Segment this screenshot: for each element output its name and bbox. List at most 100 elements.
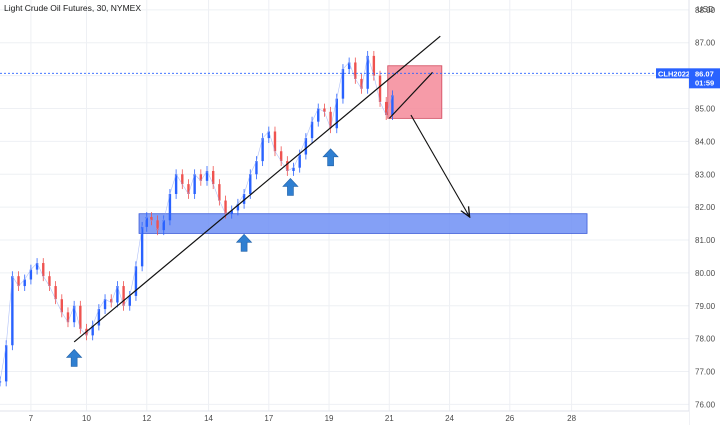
price-bar (116, 286, 119, 303)
price-bar (72, 305, 76, 323)
price-bar (145, 217, 148, 227)
bar-countdown: 01:59 (695, 78, 714, 87)
price-bar (168, 193, 172, 221)
trendline-inner[interactable] (388, 71, 433, 119)
up-arrow-icon[interactable] (65, 348, 83, 367)
time-axis[interactable]: 7 10 12 14 17 19 21 24 26 28 (0, 410, 689, 425)
price-bar (360, 78, 363, 89)
price-tick-label: 79.00 (695, 302, 716, 311)
annotation-drawings (65, 35, 470, 367)
up-arrow-icon[interactable] (322, 148, 339, 167)
price-bar (236, 203, 240, 211)
price-bar (42, 263, 45, 277)
price-bar (4, 345, 8, 382)
price-axis[interactable]: 76.00 77.00 78.00 79.00 80.00 81.00 82.00 83.00… (688, 0, 720, 425)
price-bar (310, 121, 314, 139)
price-bar (304, 138, 308, 155)
price-bar (279, 151, 283, 162)
price-bar (323, 108, 326, 112)
price-bar (317, 108, 320, 122)
price-bar (255, 161, 258, 175)
price-bar (0, 381, 2, 383)
price-tick-label: 85.00 (695, 105, 716, 114)
price-bar (372, 55, 376, 76)
symbol-badge: CLH2022 (658, 69, 690, 78)
price-bar (29, 269, 33, 280)
price-tick-label: 78.00 (695, 335, 716, 344)
price-bar (341, 69, 345, 99)
projection-arrow[interactable] (410, 114, 470, 217)
price-bar (249, 174, 252, 194)
price-tick-label: 84.00 (695, 137, 716, 146)
price-bar (91, 325, 94, 336)
time-axis-bg (0, 411, 689, 425)
price-bar (11, 276, 14, 346)
price-bar (174, 174, 178, 194)
price-bar (122, 286, 125, 306)
symbol-badge-bg (656, 68, 689, 79)
time-tick-label: 14 (204, 414, 213, 423)
time-tick-label: 7 (29, 414, 34, 423)
time-tick-label: 24 (445, 414, 454, 423)
price-tick-label: 80.00 (695, 269, 716, 278)
price-bar (97, 309, 101, 326)
price-bar (385, 101, 388, 116)
price-tick-label: 81.00 (695, 236, 716, 245)
time-tick-label: 12 (142, 414, 151, 423)
currency-label: USD (697, 5, 714, 14)
price-bar (35, 263, 39, 270)
chart-title: Light Crude Oil Futures, 30, NYMEX (4, 3, 141, 13)
time-tick-label: 21 (385, 414, 394, 423)
price-bar (230, 210, 233, 214)
price-bar (181, 174, 184, 185)
price-tick-label: 83.00 (695, 170, 716, 179)
price-bar (199, 174, 203, 181)
price-bar (187, 184, 190, 194)
price-bar (110, 299, 113, 303)
price-bar (140, 226, 144, 267)
price-bar (134, 266, 138, 296)
price-bar (273, 131, 277, 152)
price-bar (205, 170, 209, 181)
price-bar (261, 138, 264, 162)
up-arrow-icon[interactable] (235, 233, 253, 252)
price-bar (347, 62, 351, 70)
price-bar (335, 98, 338, 129)
price-bar (224, 200, 227, 214)
price-bar (156, 220, 159, 231)
price-bar (267, 131, 271, 139)
price-bar (48, 276, 51, 287)
current-price-badge: CLH2022 86.07 01:59 (656, 68, 720, 89)
price-tick-label: 76.00 (695, 400, 716, 409)
price-bar (66, 312, 70, 323)
price-bar (242, 193, 246, 204)
price-tick-label: 77.00 (695, 368, 716, 377)
price-bar (193, 174, 196, 194)
price-bar (378, 75, 382, 102)
price-bar (103, 299, 107, 310)
support-zone[interactable] (138, 213, 588, 234)
price-bar (60, 299, 63, 313)
price-bar (292, 167, 295, 171)
price-bar (128, 295, 131, 306)
price-bar (354, 62, 357, 79)
price-tick-label: 88.00 (695, 6, 716, 15)
price-bar (298, 154, 301, 168)
price-bar (218, 184, 221, 201)
price-bar (211, 170, 215, 185)
price-bar (23, 279, 26, 287)
time-tick-label: 10 (82, 414, 91, 423)
trendline-main[interactable] (73, 35, 441, 343)
up-arrow-icon[interactable] (282, 177, 299, 196)
price-badge-value: 86.07 (695, 69, 714, 78)
price-badge-bg (689, 68, 720, 89)
price-bar (329, 111, 332, 129)
price-bar (162, 220, 165, 231)
price-series (0, 50, 394, 387)
time-tick-label: 17 (264, 414, 273, 423)
price-bar (17, 276, 20, 287)
price-bar (391, 95, 394, 116)
